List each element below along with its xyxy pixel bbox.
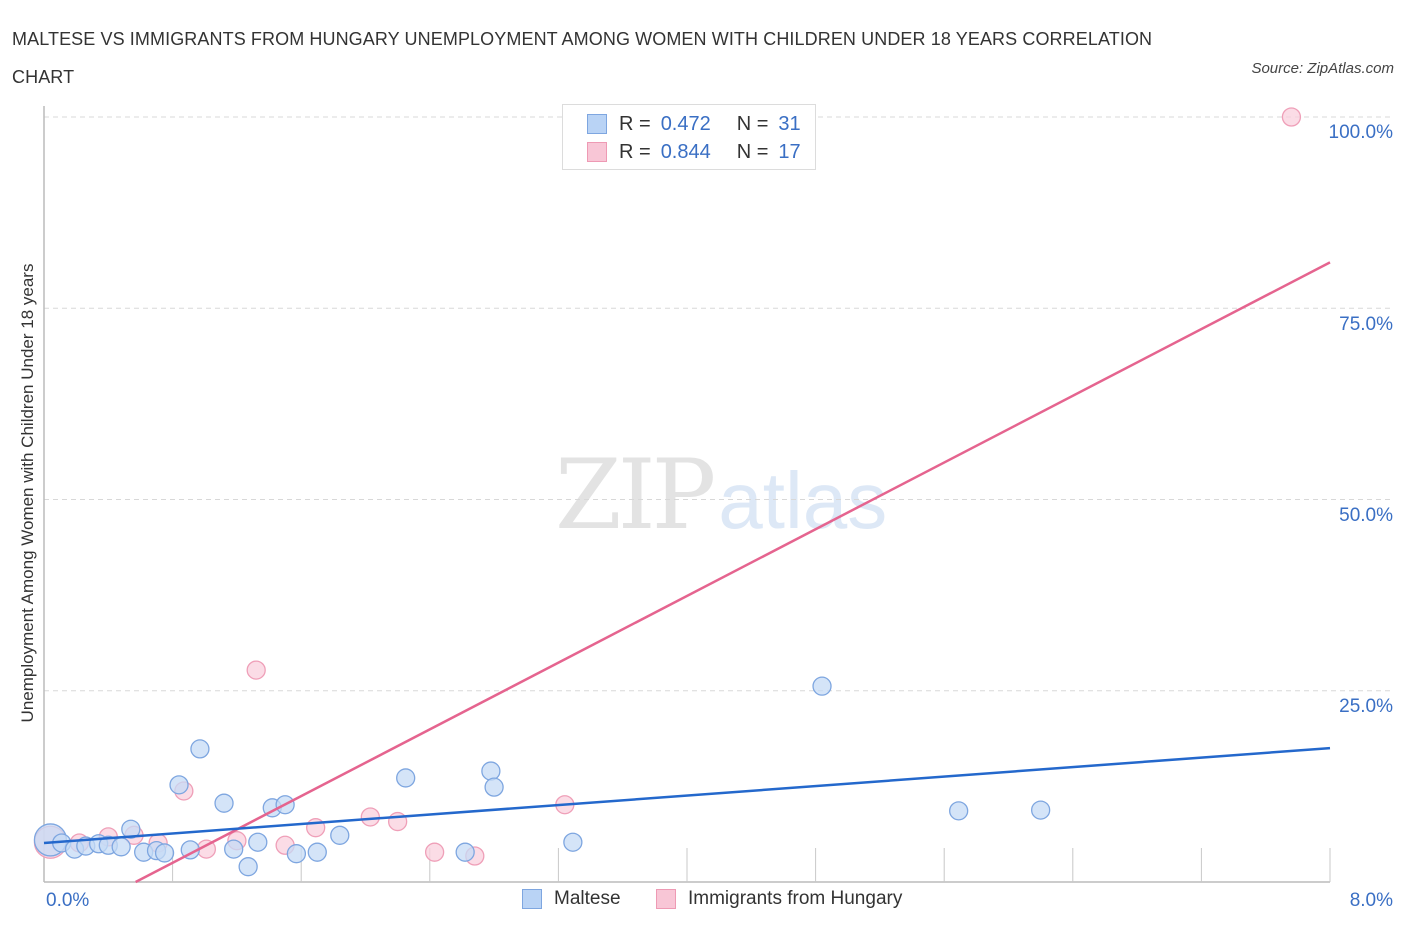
maltese-point [481, 761, 501, 781]
watermark-zip: ZIP [555, 439, 716, 551]
hungary-trend-line [135, 261, 1331, 884]
maltese-point [1031, 800, 1051, 820]
maltese-trend-line [43, 746, 1331, 845]
hungary-swatch [656, 889, 676, 909]
axes [43, 106, 1331, 883]
maltese-swatch [587, 114, 607, 134]
maltese-point [214, 793, 234, 813]
legend-label: Immigrants from Hungary [688, 888, 903, 909]
watermark: ZIPatlas [555, 440, 887, 556]
r-label: R = [619, 112, 651, 135]
x-tick-max: 8.0% [1349, 890, 1393, 911]
maltese-point [563, 832, 583, 852]
hungary-point [246, 660, 266, 680]
maltese-point [111, 837, 131, 857]
correlation-legend: R = 0.472 N = 31 R = 0.844 N = 17 [562, 104, 816, 170]
n-value: 17 [778, 140, 801, 163]
maltese-point [190, 739, 210, 759]
chart-title: MALTESE VS IMMIGRANTS FROM HUNGARY UNEMP… [12, 29, 1153, 87]
maltese-point [121, 819, 141, 839]
y-tick-50: 50.0% [1339, 505, 1393, 526]
legend-item-maltese[interactable]: Maltese [522, 888, 621, 910]
r-value: 0.472 [660, 112, 711, 135]
x-tick-min: 0.0% [46, 890, 90, 911]
watermark-atlas: atlas [718, 456, 888, 545]
maltese-point [238, 857, 258, 877]
hungary-points [33, 107, 1302, 866]
trend-lines [43, 261, 1331, 884]
n-label: N = [736, 112, 769, 135]
n-value: 31 [778, 112, 801, 135]
hungary-point [1281, 107, 1302, 127]
maltese-point [248, 832, 268, 852]
y-tick-100: 100.0% [1328, 122, 1393, 143]
hungary-point [424, 842, 445, 862]
maltese-point [949, 801, 969, 821]
n-label: N = [736, 140, 769, 163]
maltese-point [154, 843, 175, 863]
series-legend: Maltese Immigrants from Hungary [0, 888, 1406, 916]
legend-row-hungary: R = 0.844 N = 17 [587, 139, 801, 165]
y-tick-25: 25.0% [1339, 696, 1393, 717]
r-value: 0.844 [660, 140, 711, 163]
source-label: Source: ZipAtlas.com [1251, 60, 1394, 77]
maltese-swatch [522, 889, 542, 909]
maltese-point [396, 768, 416, 788]
gridlines [44, 116, 1392, 692]
maltese-point [307, 842, 327, 862]
maltese-points [33, 676, 1051, 877]
maltese-point [224, 839, 244, 859]
r-label: R = [619, 140, 651, 163]
maltese-point [484, 777, 504, 797]
legend-item-hungary[interactable]: Immigrants from Hungary [656, 888, 902, 910]
hungary-point [360, 807, 380, 827]
legend-row-maltese: R = 0.472 N = 31 [587, 111, 801, 137]
maltese-point [812, 676, 832, 696]
legend-label: Maltese [554, 888, 621, 909]
y-tick-75: 75.0% [1339, 314, 1393, 335]
y-axis-label: Unemployment Among Women with Children U… [18, 263, 37, 723]
maltese-point [286, 844, 307, 864]
hungary-swatch [587, 142, 607, 162]
maltese-point [330, 825, 350, 845]
maltese-point [455, 842, 475, 862]
maltese-point [169, 775, 189, 795]
